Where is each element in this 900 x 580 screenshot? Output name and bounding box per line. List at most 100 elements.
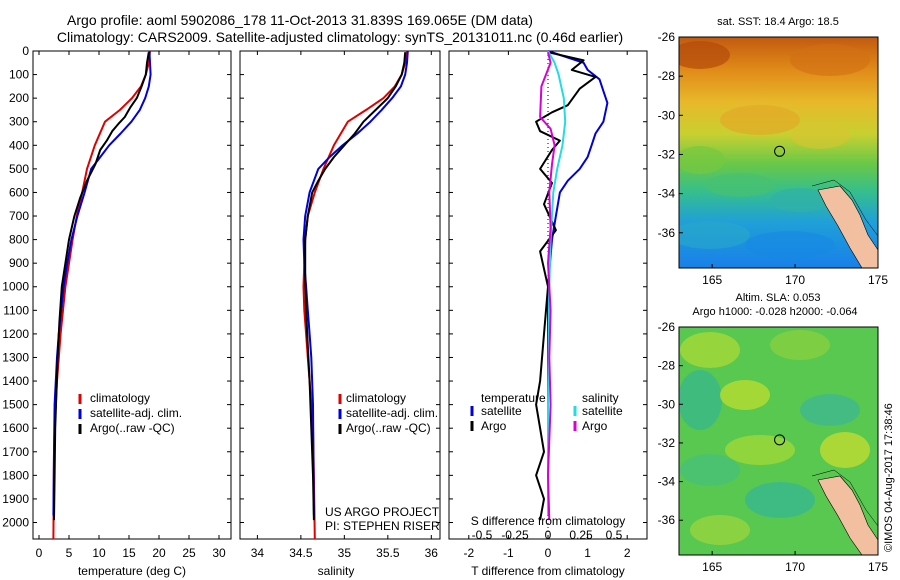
x-tick-label: 5 — [66, 546, 73, 560]
x-tick-label: 15 — [122, 546, 136, 560]
depth-tick-label: 1100 — [3, 303, 29, 317]
x-tick-label: 20 — [152, 546, 166, 560]
x-tick-label: -0.25 — [501, 528, 529, 542]
x-tick-label: -0.5 — [472, 528, 493, 542]
depth-tick-label: 200 — [9, 91, 29, 105]
lat-tick-label: -28 — [658, 69, 676, 83]
x-tick-label: 2 — [624, 546, 631, 560]
salinity-depth-ticks — [240, 50, 440, 523]
depth-tick-label: 1700 — [2, 445, 29, 459]
x-tick-label: 0.25 — [569, 528, 593, 542]
sla-map-title-line1: Altim. SLA: 0.053 — [736, 292, 821, 304]
sst-map-axes: 165 170 175 -26 -28 -30 -32 -34 -36 — [658, 30, 889, 287]
legend-climatology-label: climatology — [346, 391, 406, 405]
legend-temperature-header: temperature — [481, 391, 546, 405]
legend-argo-label: Argo(..raw -QC) — [346, 421, 431, 435]
x-tick-label: -2 — [463, 546, 474, 560]
salinity-panel: 34 34.5 35 35.5 36 salinity climatology sate… — [239, 50, 441, 578]
sla-map-title-line2: Argo h1000: -0.028 h2000: -0.064 — [692, 306, 857, 318]
x-tick-label: 34 — [251, 546, 265, 560]
x-tick-label: 35 — [338, 546, 352, 560]
legend-t-satellite-label: satellite — [481, 404, 522, 418]
x-tick-label: 25 — [182, 546, 196, 560]
depth-tick-label: 1200 — [2, 327, 29, 341]
legend-satellite-clim-label: satellite-adj. clim. — [346, 406, 438, 420]
depth-tick-label: 1400 — [2, 374, 29, 388]
x-tick-label: -1 — [503, 546, 514, 560]
depth-tick-label: 1300 — [2, 350, 29, 364]
legend-s-argo-label: Argo — [582, 419, 608, 433]
lat-tick-label: -26 — [658, 30, 676, 44]
sst-map-frame — [678, 36, 879, 269]
float-position-marker — [774, 145, 786, 157]
depth-tick-label: 1500 — [2, 398, 29, 412]
sla-map: Altim. SLA: 0.053 Argo h1000: -0.028 h20… — [658, 292, 889, 574]
legend-satellite-clim-label: satellite-adj. clim. — [90, 406, 182, 420]
legend-t-argo-label: Argo — [481, 419, 507, 433]
sst-texture — [679, 41, 878, 268]
lat-tick-label: -34 — [658, 475, 676, 489]
series-line-salinity-argo — [539, 51, 556, 521]
series-line-argo-raw-qc — [304, 52, 407, 521]
depth-tick-label: 400 — [9, 138, 29, 152]
depth-tick-label: 1800 — [2, 468, 29, 482]
imos-timestamp: ©IMOS 04-Aug-2017 17:38:46 — [883, 403, 895, 552]
salinity-series — [302, 50, 409, 540]
difference-x-axis: -2 -1 0 1 2 -0.5 -0.25 0 0.25 0.5 — [463, 51, 631, 560]
legend-s-satellite-label: satellite — [582, 404, 623, 418]
x-tick-label: 1 — [584, 546, 591, 560]
s-difference-label: S difference from climatology — [471, 514, 626, 528]
salinity-x-label: salinity — [318, 564, 355, 578]
x-tick-label: 30 — [212, 546, 226, 560]
temperature-series — [52, 50, 152, 540]
float-position-marker — [774, 434, 786, 446]
x-tick-label: 0 — [545, 546, 552, 560]
temperature-panel: 0100200300400500600700800900100011001200… — [2, 44, 232, 578]
x-tick-label: 36 — [425, 546, 439, 560]
series-line-argo-raw-qc — [53, 52, 150, 521]
lon-tick-label: 170 — [785, 560, 805, 574]
depth-tick-label: 900 — [9, 256, 29, 270]
depth-tick-label: 800 — [9, 233, 29, 247]
sla-coastline — [817, 475, 878, 555]
salinity-legend: climatology satellite-adj. clim. Argo(..… — [338, 391, 438, 435]
x-tick-label: 35.5 — [376, 546, 400, 560]
series-line-salinity-satellite — [547, 50, 567, 516]
series-line-satellite-adj-clim — [302, 50, 409, 516]
difference-series — [535, 50, 609, 521]
figure-title-line2: Climatology: CARS2009. Satellite-adjuste… — [57, 29, 623, 45]
t-difference-label: T difference from climatology — [471, 564, 625, 578]
lon-tick-label: 175 — [868, 273, 888, 287]
depth-axis: 0 100 200 300 400 500 600 700 800 900 1000 1100 1200… — [2, 44, 231, 529]
temperature-legend: climatology satellite-adj. clim. Argo(..… — [78, 391, 182, 435]
lon-tick-label: 165 — [702, 273, 722, 287]
x-tick-label: 10 — [92, 546, 106, 560]
legend-salinity-header: salinity — [582, 391, 619, 405]
difference-legend: temperature satellite Argo salinity sate… — [470, 391, 623, 433]
lon-tick-label: 165 — [702, 560, 722, 574]
temperature-x-label: temperature (deg C) — [78, 564, 186, 578]
lat-tick-label: -28 — [658, 359, 676, 373]
depth-tick-label: 1000 — [2, 280, 29, 294]
lat-tick-label: -36 — [658, 513, 676, 527]
depth-tick-label: 100 — [9, 68, 29, 82]
lat-tick-label: -30 — [658, 108, 676, 122]
x-tick-label: 0.5 — [606, 528, 623, 542]
depth-tick-label: 0 — [22, 44, 29, 58]
depth-tick-label: 500 — [9, 162, 29, 176]
depth-tick-label: 1900 — [2, 492, 29, 506]
lat-tick-label: -36 — [658, 226, 676, 240]
sst-map: sat. SST: 18.4 Argo: 18.5 — [658, 16, 889, 287]
lat-tick-label: -26 — [658, 320, 676, 334]
depth-tick-label: 600 — [9, 185, 29, 199]
series-line-temperature-argo — [535, 51, 597, 521]
depth-tick-label: 2000 — [2, 515, 29, 529]
sla-texture — [679, 330, 878, 555]
depth-tick-label: 300 — [9, 115, 29, 129]
lat-tick-label: -30 — [658, 397, 676, 411]
sst-coastline — [817, 185, 878, 268]
sst-map-title: sat. SST: 18.4 Argo: 18.5 — [717, 16, 839, 28]
sla-map-axes: 165 170 175 -26 -28 -30 -32 -34 -36 — [658, 320, 889, 574]
figure-title-line1: Argo profile: aoml 5902086_178 11-Oct-20… — [67, 12, 533, 28]
